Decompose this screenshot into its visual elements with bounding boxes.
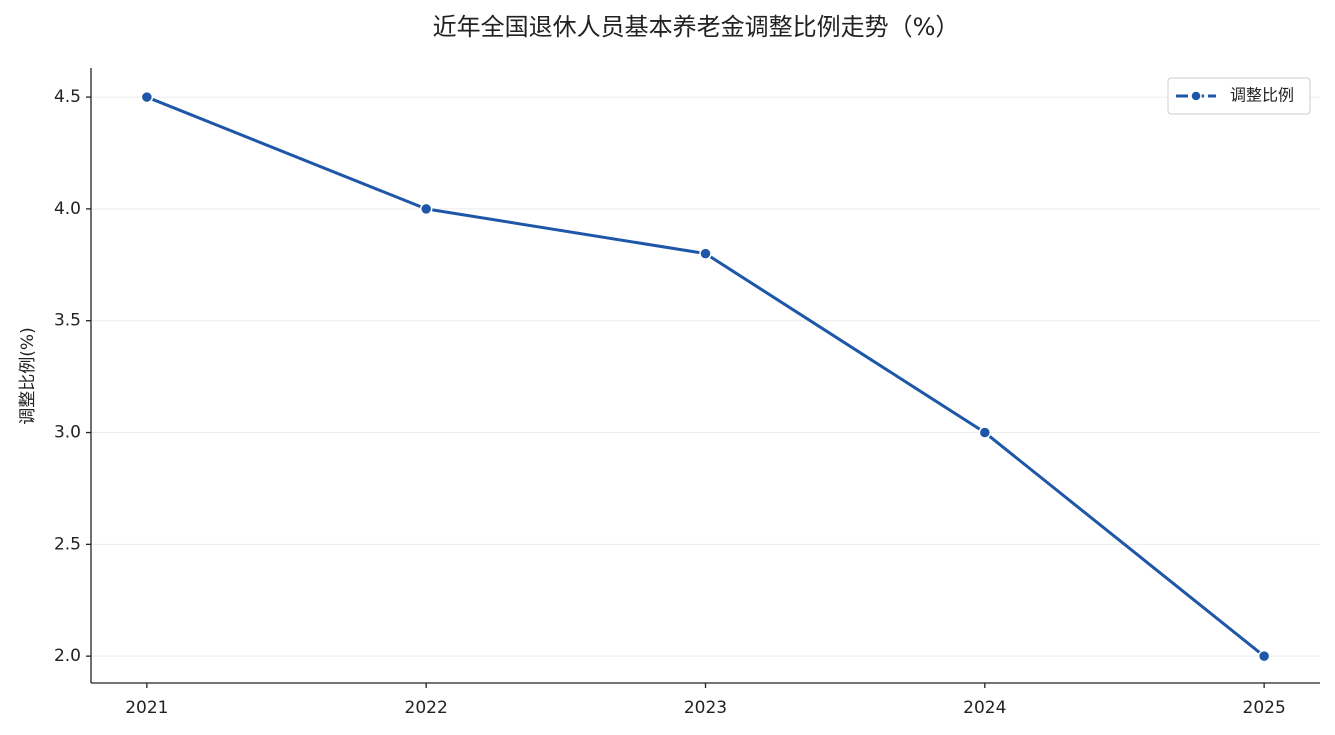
legend: 调整比例 xyxy=(1167,77,1311,115)
y-axis-label: 调整比例(%) xyxy=(18,327,38,424)
data-point xyxy=(140,90,154,104)
y-tick-label: 4.0 xyxy=(54,199,81,219)
data-point xyxy=(699,247,712,260)
data-point xyxy=(1257,649,1271,663)
legend-marker xyxy=(1190,90,1202,102)
y-tick-label: 2.5 xyxy=(54,534,81,554)
chart-title: 近年全国退休人员基本养老金调整比例走势（%） xyxy=(433,13,960,41)
y-tick-label: 3.0 xyxy=(54,423,81,443)
legend-box xyxy=(1167,77,1311,115)
y-tick-label: 4.5 xyxy=(54,87,81,107)
data-point xyxy=(978,426,992,439)
x-tick-label: 2025 xyxy=(1243,698,1286,718)
x-tick-label: 2021 xyxy=(125,698,168,718)
legend-label: 调整比例 xyxy=(1230,86,1294,105)
x-tick-label: 2024 xyxy=(963,698,1006,718)
x-tick-label: 2023 xyxy=(684,698,727,718)
y-tick-label: 3.5 xyxy=(54,311,81,331)
data-line xyxy=(146,95,1266,658)
x-tick-label: 2022 xyxy=(405,698,448,718)
data-point xyxy=(419,202,433,216)
y-tick-label: 2.0 xyxy=(54,646,81,666)
